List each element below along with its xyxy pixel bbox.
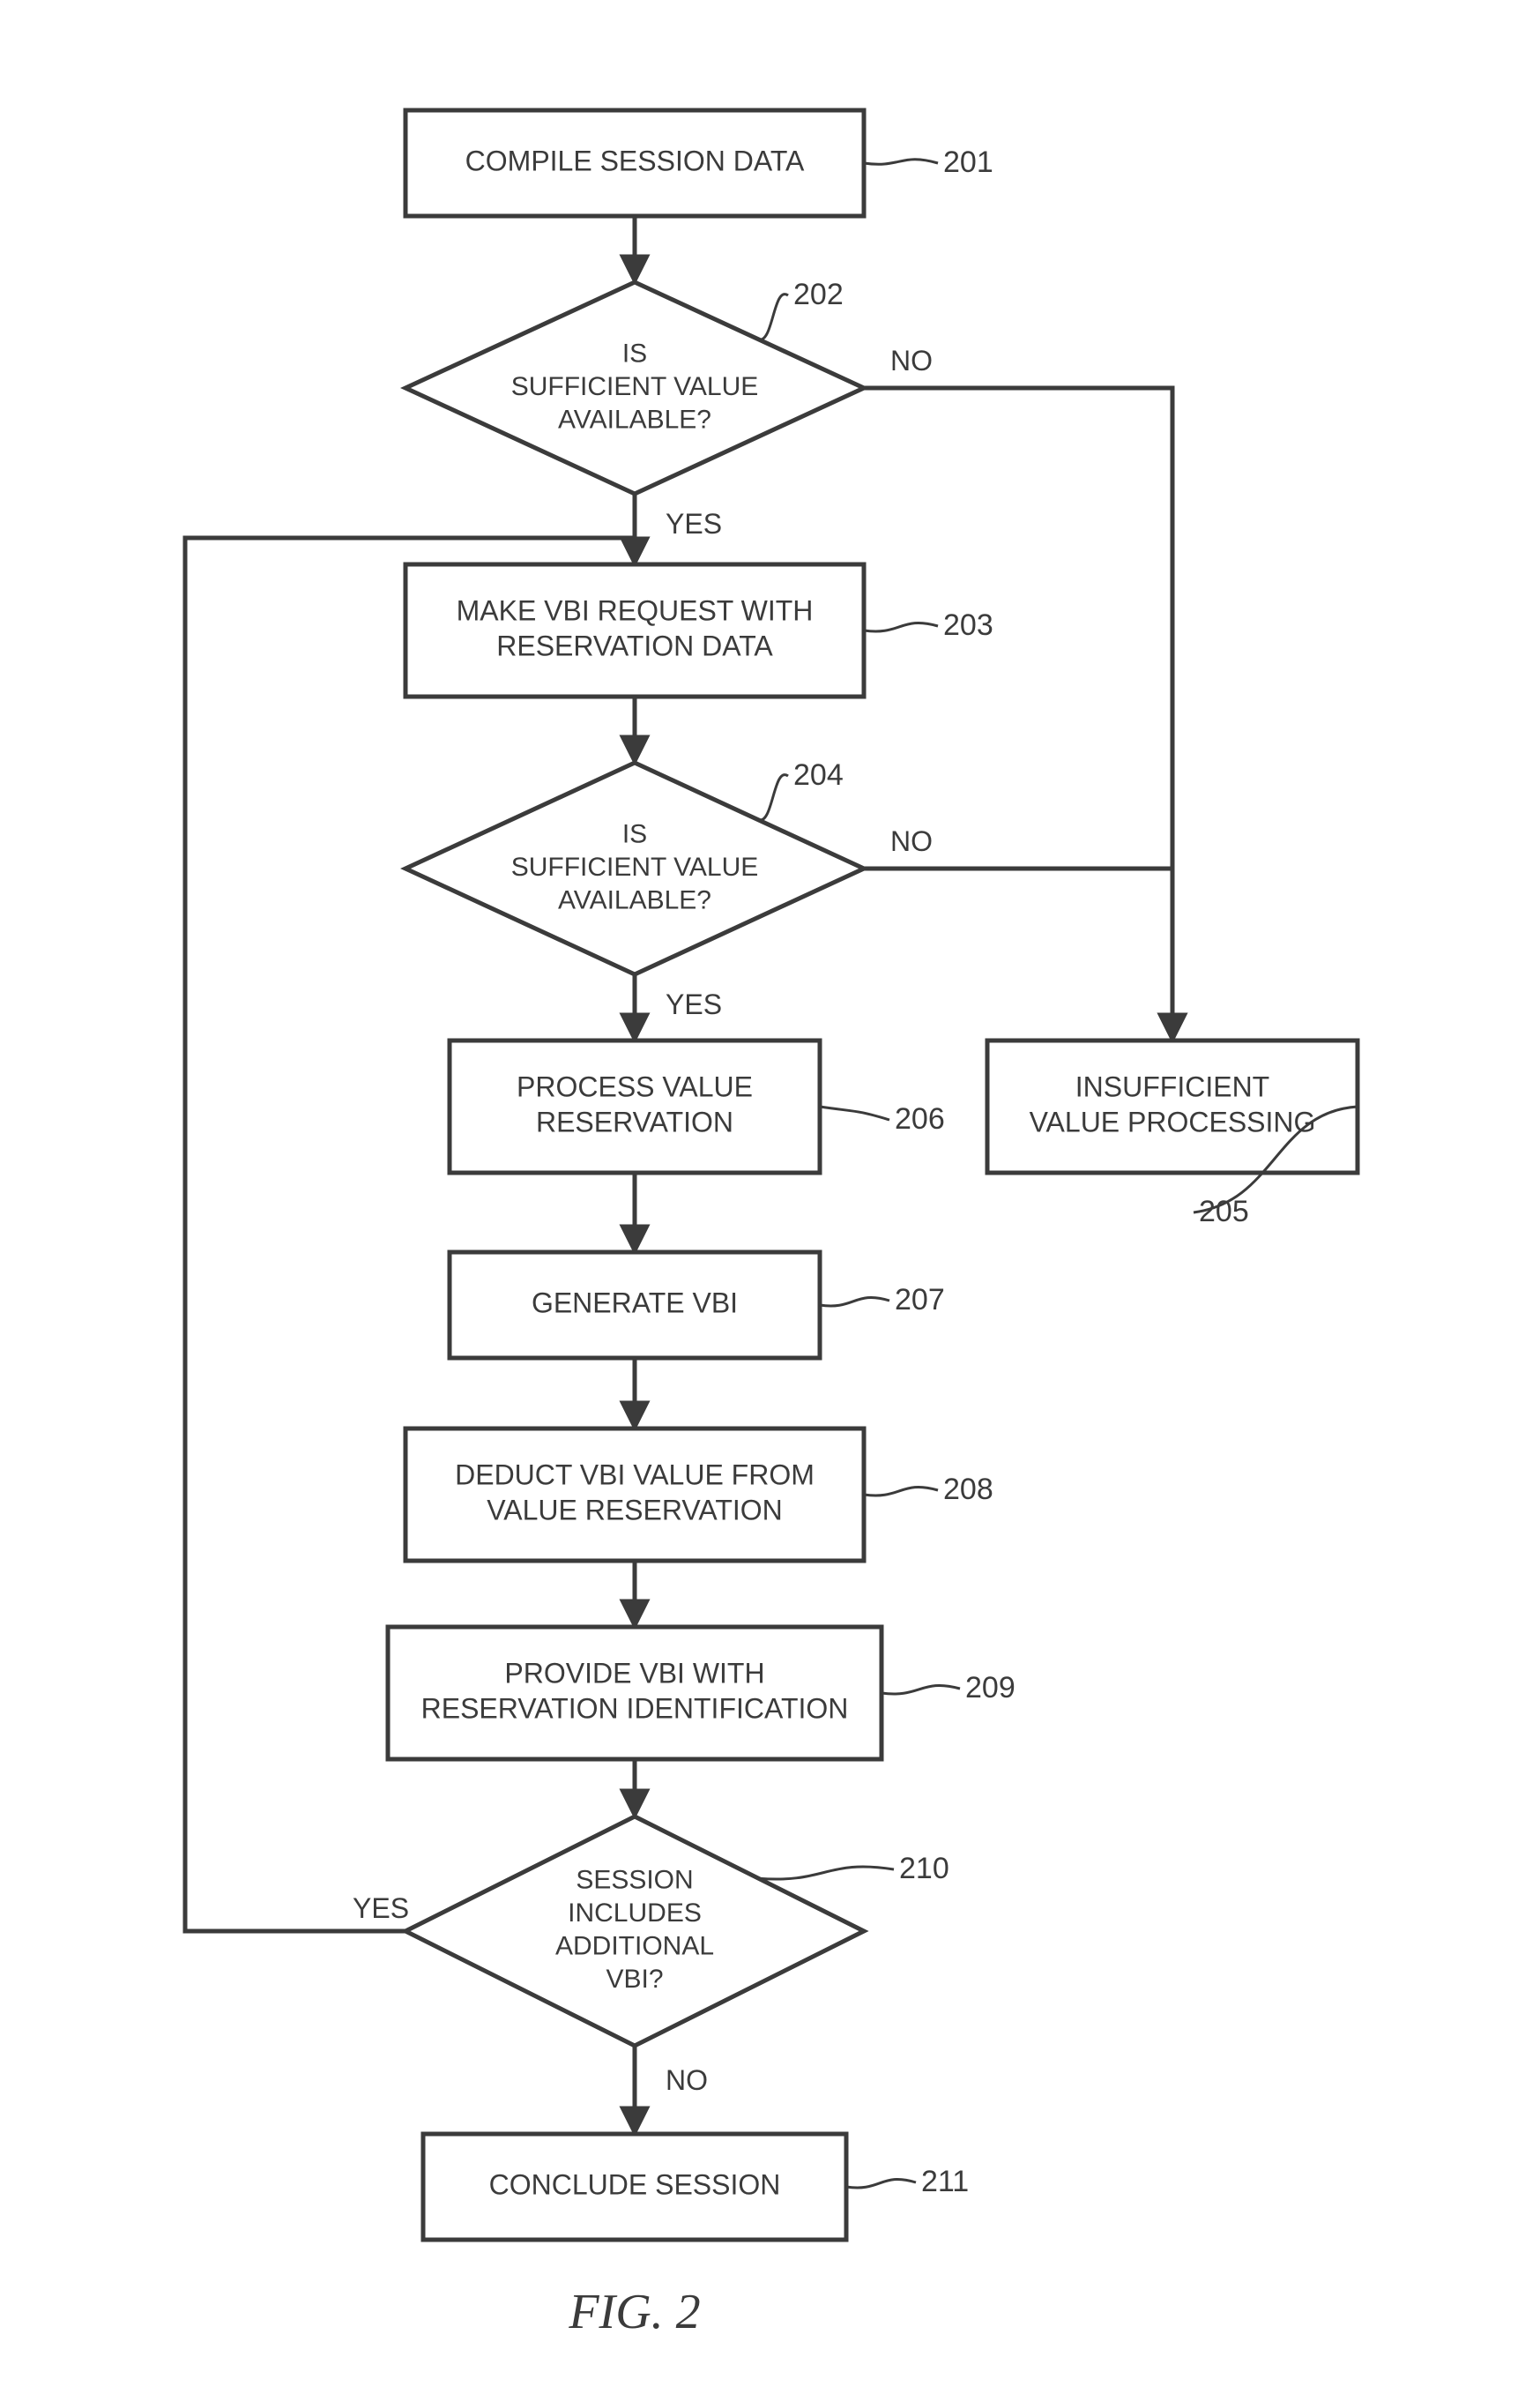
- flow-node-201: COMPILE SESSION DATA: [405, 110, 864, 216]
- ref-leader: [758, 295, 788, 340]
- ref-label: 210: [899, 1852, 949, 1885]
- flowchart: COMPILE SESSION DATA IS SUFFICIENT VALUE AV…: [0, 0, 1540, 2387]
- ref-label: 209: [965, 1671, 1016, 1704]
- edge-label: NO: [890, 825, 933, 857]
- ref-leader: [758, 1867, 894, 1879]
- node-text: SUFFICIENT VALUE: [511, 853, 759, 882]
- node-text: RESERVATION DATA: [496, 630, 773, 661]
- ref-leader: [864, 623, 938, 631]
- node-text: CONCLUDE SESSION: [489, 2168, 781, 2200]
- flow-node-205: INSUFFICIENT VALUE PROCESSING: [987, 1041, 1358, 1173]
- node-text: DEDUCT VBI VALUE FROM: [455, 1458, 815, 1490]
- ref-leader: [864, 160, 938, 164]
- node-text: AVAILABLE?: [558, 405, 711, 434]
- flow-node-211: CONCLUDE SESSION: [423, 2134, 846, 2240]
- ref-label: 202: [793, 278, 844, 311]
- ref-label: 207: [895, 1283, 945, 1317]
- node-text: COMPILE SESSION DATA: [465, 145, 805, 176]
- flow-node-206: PROCESS VALUE RESERVATION: [450, 1041, 820, 1173]
- flow-node-203: MAKE VBI REQUEST WITH RESERVATION DATA: [405, 564, 864, 697]
- flow-node-207: GENERATE VBI: [450, 1252, 820, 1358]
- node-text: MAKE VBI REQUEST WITH: [457, 594, 814, 626]
- node-text: AVAILABLE?: [558, 885, 711, 914]
- ref-leader: [758, 775, 788, 821]
- flow-node-202: IS SUFFICIENT VALUE AVAILABLE?: [405, 282, 864, 494]
- edge-label: NO: [890, 345, 933, 377]
- node-text: VALUE PROCESSING: [1030, 1106, 1316, 1138]
- edge-label: YES: [353, 1892, 409, 1924]
- node-text: SESSION: [576, 1866, 693, 1895]
- node-text: RESERVATION IDENTIFICATION: [421, 1692, 849, 1724]
- ref-leader: [820, 1107, 889, 1120]
- edge-label: NO: [666, 2064, 708, 2096]
- flow-node-204: IS SUFFICIENT VALUE AVAILABLE?: [405, 763, 864, 974]
- node-text: INCLUDES: [568, 1898, 702, 1928]
- node-text: IS: [622, 819, 647, 848]
- node-text: RESERVATION: [536, 1106, 733, 1138]
- node-text: GENERATE VBI: [532, 1287, 738, 1318]
- ref-label: 208: [943, 1473, 993, 1506]
- node-text: PROVIDE VBI WITH: [504, 1657, 764, 1689]
- flow-node-208: DEDUCT VBI VALUE FROM VALUE RESERVATION: [405, 1428, 864, 1561]
- node-text: IS: [622, 339, 647, 368]
- node-text: ADDITIONAL: [555, 1932, 714, 1961]
- flow-edge merge-204-205: [864, 869, 1172, 1041]
- node-text: PROCESS VALUE: [517, 1070, 753, 1102]
- ref-leader: [864, 1487, 938, 1496]
- ref-leader: [882, 1685, 960, 1694]
- flow-node-210: SESSION INCLUDES ADDITIONAL VBI?: [405, 1816, 864, 2046]
- node-text: VALUE RESERVATION: [487, 1494, 783, 1525]
- edge-label: YES: [666, 988, 722, 1020]
- figure-caption: FIG. 2: [568, 2285, 700, 2339]
- ref-label: 203: [943, 608, 993, 642]
- node-text: SUFFICIENT VALUE: [511, 372, 759, 401]
- ref-leader: [846, 2179, 916, 2188]
- flow-node-209: PROVIDE VBI WITHRESERVATION IDENTIFICATI…: [388, 1627, 882, 1759]
- ref-label: 201: [943, 145, 993, 179]
- ref-leader: [820, 1297, 889, 1306]
- ref-label: 211: [921, 2165, 969, 2198]
- flow-edge: [864, 388, 1172, 1041]
- ref-label: 204: [793, 758, 844, 792]
- edge-label: YES: [666, 508, 722, 540]
- node-text: VBI?: [606, 1965, 663, 1994]
- ref-label: 206: [895, 1102, 945, 1136]
- ref-label: 205: [1199, 1195, 1249, 1228]
- node-text: INSUFFICIENT: [1075, 1070, 1269, 1102]
